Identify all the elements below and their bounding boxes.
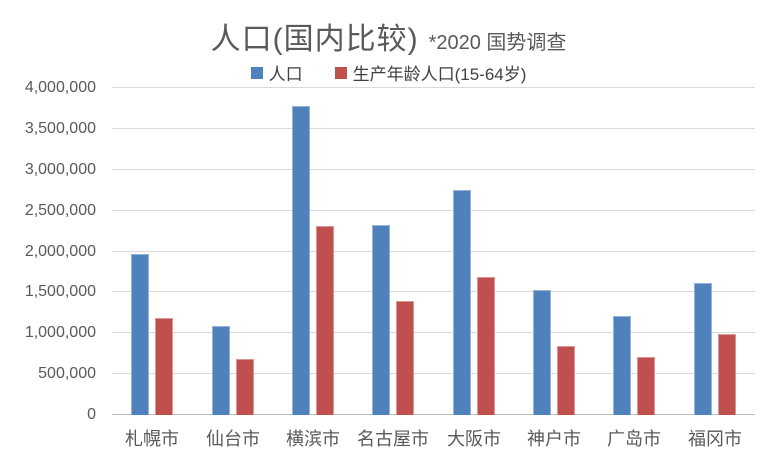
x-axis-label: 名古屋市 — [357, 429, 429, 449]
gridline — [112, 169, 755, 170]
legend-item-working-age: 生产年龄人口(15-64岁) — [334, 60, 527, 85]
chart-title: 人口(国内比较) — [210, 23, 419, 56]
bar-series0-名古屋市 — [372, 225, 390, 415]
bar-series0-神户市 — [533, 290, 551, 415]
chart-legend: 人口 生产年龄人口(15-64岁) — [0, 60, 777, 85]
x-axis-baseline — [112, 414, 755, 415]
y-axis-label: 1,500,000 — [24, 283, 96, 300]
y-axis-label: 3,000,000 — [24, 161, 96, 178]
bar-series1-札幌市 — [155, 318, 173, 415]
bar-series0-福冈市 — [694, 283, 712, 415]
y-axis-label: 500,000 — [38, 365, 96, 382]
legend-item-population: 人口 — [250, 60, 303, 85]
bar-series1-广岛市 — [637, 357, 655, 415]
x-axis-label: 大阪市 — [447, 429, 501, 449]
bar-series1-神户市 — [557, 346, 575, 415]
gridline — [112, 210, 755, 211]
legend-label-population: 人口 — [268, 65, 303, 84]
legend-swatch-blue-icon — [250, 66, 263, 79]
gridline — [112, 87, 755, 88]
y-axis-label: 2,500,000 — [24, 202, 96, 219]
bar-series0-札幌市 — [131, 254, 149, 415]
bar-series1-横滨市 — [316, 226, 334, 415]
y-axis-label: 4,000,000 — [24, 79, 96, 96]
bar-series0-横滨市 — [292, 106, 310, 415]
y-axis-label: 3,500,000 — [24, 120, 96, 137]
bar-series0-大阪市 — [453, 190, 471, 415]
x-axis-label: 神户市 — [527, 429, 581, 449]
gridline — [112, 332, 755, 333]
x-axis-label: 广岛市 — [607, 429, 661, 449]
bar-series0-仙台市 — [212, 326, 230, 415]
x-axis-label: 福冈市 — [688, 429, 742, 449]
y-axis: 0 500,000 1,000,000 1,500,000 2,000,000 2,500… — [0, 79, 96, 423]
gridline — [112, 373, 755, 374]
bar-series1-仙台市 — [236, 359, 254, 415]
chart-subtitle: *2020 国势调查 — [428, 32, 567, 54]
y-axis-label: 2,000,000 — [24, 243, 96, 260]
x-axis-label: 札幌市 — [125, 429, 179, 449]
legend-swatch-red-icon — [334, 66, 347, 79]
gridline — [112, 251, 755, 252]
bar-series1-福冈市 — [718, 334, 736, 415]
legend-label-working-age: 生产年龄人口(15-64岁) — [352, 65, 527, 84]
bar-series1-名古屋市 — [396, 301, 414, 415]
x-axis: 札幌市 仙台市 横滨市 名古屋市 大阪市 神户市 广岛市 福冈市 — [112, 423, 755, 453]
gridline — [112, 291, 755, 292]
bar-series0-广岛市 — [613, 316, 631, 415]
x-axis-label: 仙台市 — [206, 429, 260, 449]
gridline — [112, 128, 755, 129]
bar-series1-大阪市 — [477, 277, 495, 415]
y-axis-label: 0 — [87, 406, 96, 423]
y-axis-label: 1,000,000 — [24, 324, 96, 341]
x-axis-label: 横滨市 — [286, 429, 340, 449]
chart-title-row: 人口(国内比较) *2020 国势调查 — [0, 14, 777, 58]
plot-area — [112, 87, 755, 415]
